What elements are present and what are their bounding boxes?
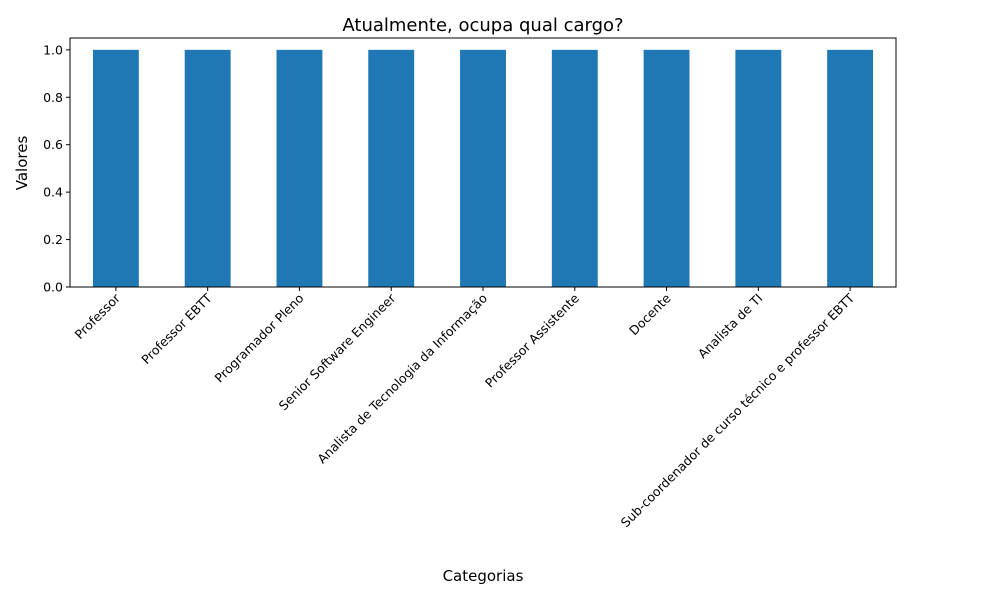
y-tick-label: 0.6 (43, 137, 63, 152)
bar (460, 49, 506, 287)
chart-title: Atualmente, ocupa qual cargo? (342, 15, 623, 36)
y-tick-label: 0.0 (43, 280, 63, 295)
y-axis-label: Valores (13, 136, 31, 191)
bar (643, 49, 690, 287)
y-tick-label: 0.2 (43, 232, 63, 247)
y-tick-label: 0.8 (43, 90, 63, 105)
bar (827, 49, 874, 287)
x-axis-label: Categorias (443, 567, 524, 585)
y-tick-label: 0.4 (43, 185, 63, 200)
bar (92, 49, 139, 287)
bar (368, 49, 415, 287)
bar (276, 49, 323, 287)
bar (735, 49, 782, 287)
y-tick-label: 1.0 (43, 42, 63, 57)
plot-frame (69, 37, 897, 288)
bar (184, 49, 231, 287)
bar (551, 49, 598, 287)
